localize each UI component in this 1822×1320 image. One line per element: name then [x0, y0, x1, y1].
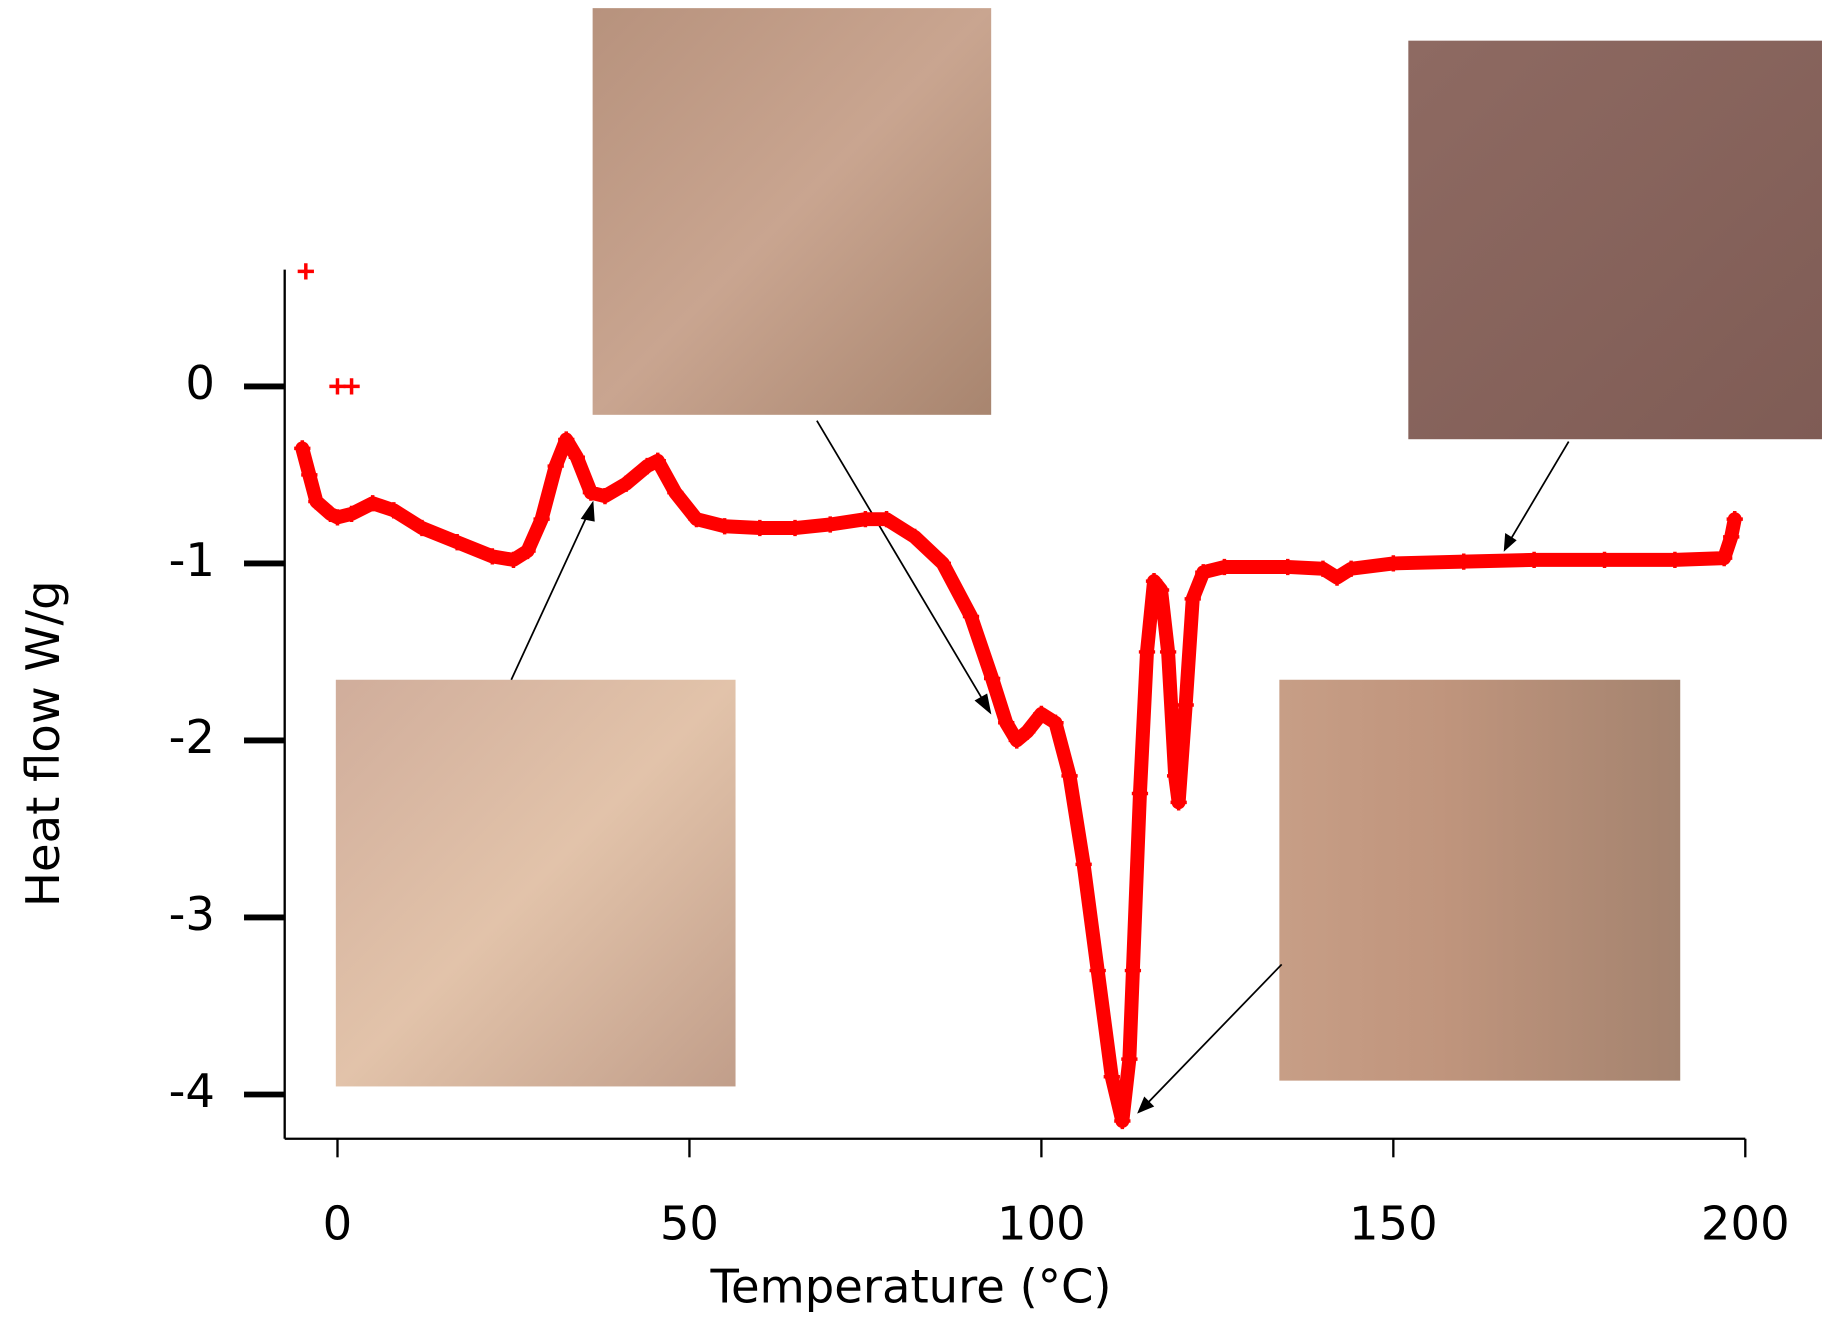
x-tick-label: 200 [1701, 1197, 1790, 1251]
y-tick-label: -3 [169, 887, 215, 941]
y-axis-label: Heat flow W/g [16, 580, 70, 907]
micrograph [336, 680, 736, 1087]
y-tick-label: -1 [169, 533, 215, 587]
micrograph [1408, 41, 1822, 440]
micrograph [1279, 680, 1680, 1081]
x-tick-label: 150 [1349, 1197, 1438, 1251]
y-tick-label: 0 [185, 356, 215, 410]
micrograph [593, 8, 992, 415]
x-tick-label: 100 [997, 1197, 1086, 1251]
x-axis-label: Temperature (°C) [709, 1259, 1111, 1313]
y-tick-label: -4 [169, 1064, 215, 1118]
x-tick-label: 0 [323, 1197, 353, 1251]
data-point [298, 263, 314, 279]
data-point [329, 378, 345, 394]
chart: Temperature (°C) Heat flow W/g -4 -3 -2 -1 0… [0, 0, 1822, 1320]
data-point [343, 378, 359, 394]
y-tick-label: -2 [169, 710, 215, 764]
page: {"chart_data": {"type": "scatter", "xlab… [0, 0, 1822, 1320]
x-tick-label: 50 [660, 1197, 719, 1251]
